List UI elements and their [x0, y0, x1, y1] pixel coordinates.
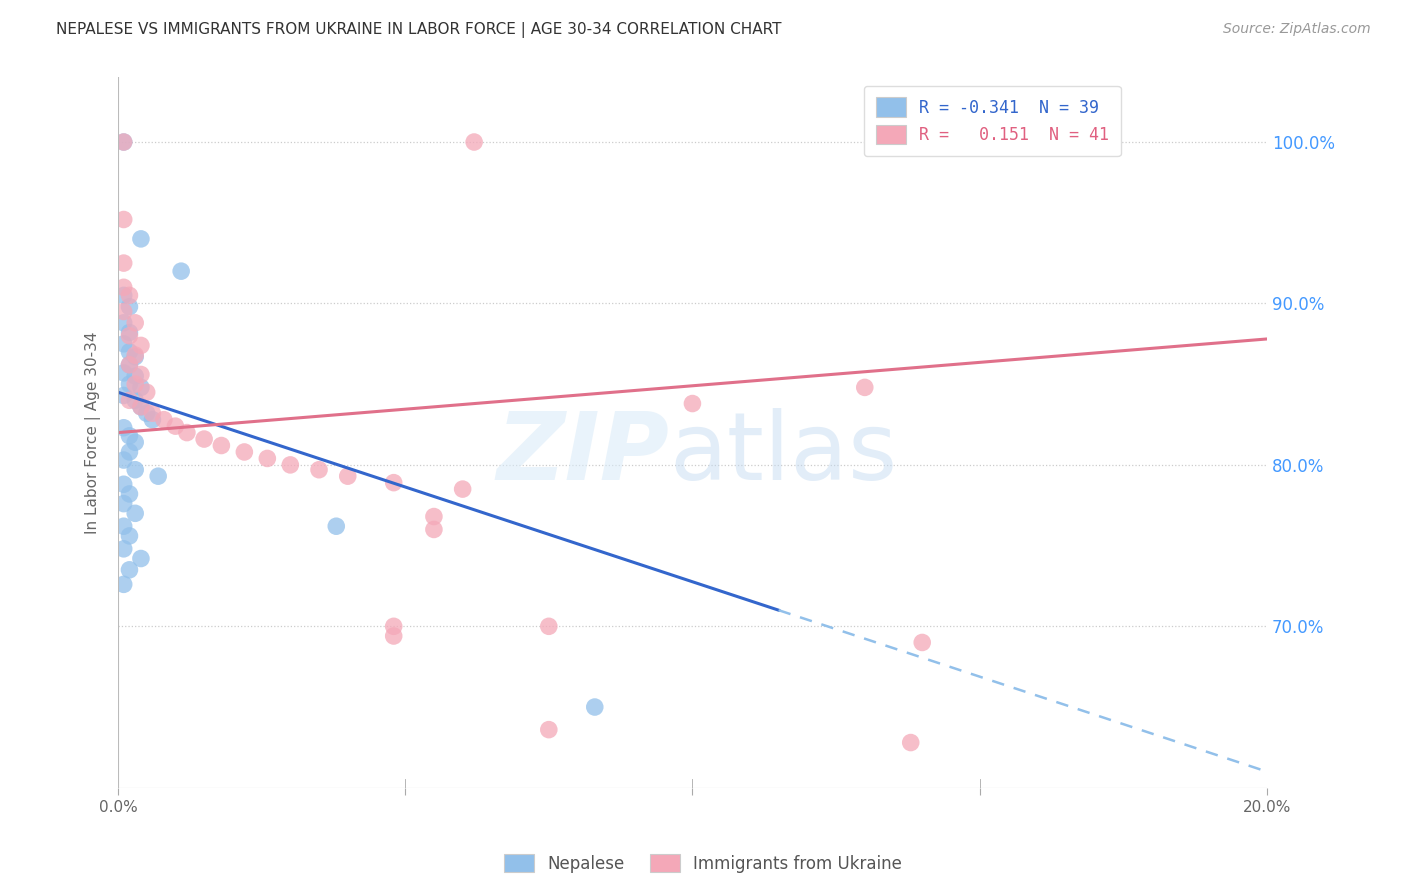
Point: [256, 451, 278, 466]
Point: [129, 232, 152, 246]
Point: [112, 421, 135, 435]
Point: [233, 445, 256, 459]
Point: [124, 377, 146, 392]
Point: [148, 469, 170, 483]
Point: [124, 348, 146, 362]
Point: [308, 463, 330, 477]
Point: [118, 344, 141, 359]
Point: [112, 212, 135, 227]
Point: [118, 487, 141, 501]
Point: [112, 477, 135, 491]
Point: [118, 300, 141, 314]
Point: [129, 380, 152, 394]
Legend: Nepalese, Immigrants from Ukraine: Nepalese, Immigrants from Ukraine: [498, 847, 908, 880]
Point: [681, 396, 703, 410]
Point: [118, 445, 141, 459]
Point: [124, 393, 146, 408]
Y-axis label: In Labor Force | Age 30-34: In Labor Force | Age 30-34: [86, 331, 101, 533]
Point: [124, 506, 146, 520]
Point: [118, 288, 141, 302]
Point: [135, 385, 157, 400]
Point: [1054, 135, 1077, 149]
Point: [911, 635, 934, 649]
Point: [129, 368, 152, 382]
Point: [118, 358, 141, 372]
Text: atlas: atlas: [669, 408, 897, 500]
Point: [112, 366, 135, 380]
Point: [118, 358, 141, 372]
Point: [423, 509, 446, 524]
Point: [382, 629, 405, 643]
Point: [112, 304, 135, 318]
Point: [537, 619, 560, 633]
Point: [336, 469, 359, 483]
Point: [193, 432, 215, 446]
Point: [112, 453, 135, 467]
Point: [537, 723, 560, 737]
Point: [129, 400, 152, 414]
Point: [112, 577, 135, 591]
Point: [278, 458, 301, 472]
Point: [176, 425, 198, 440]
Point: [112, 388, 135, 402]
Point: [118, 563, 141, 577]
Point: [153, 412, 176, 426]
Point: [141, 406, 163, 420]
Point: [451, 482, 474, 496]
Point: [118, 393, 141, 408]
Point: [112, 336, 135, 351]
Point: [382, 619, 405, 633]
Point: [423, 523, 446, 537]
Point: [583, 700, 606, 714]
Point: [135, 406, 157, 420]
Text: Source: ZipAtlas.com: Source: ZipAtlas.com: [1223, 22, 1371, 37]
Point: [165, 419, 187, 434]
Point: [124, 463, 146, 477]
Point: [382, 475, 405, 490]
Point: [112, 541, 135, 556]
Point: [124, 316, 146, 330]
Point: [124, 350, 146, 364]
Point: [170, 264, 193, 278]
Point: [112, 316, 135, 330]
Point: [141, 412, 163, 426]
Point: [209, 438, 232, 452]
Point: [124, 435, 146, 450]
Point: [118, 529, 141, 543]
Point: [112, 256, 135, 270]
Point: [129, 400, 152, 414]
Point: [112, 280, 135, 294]
Point: [325, 519, 347, 533]
Point: [129, 338, 152, 352]
Text: NEPALESE VS IMMIGRANTS FROM UKRAINE IN LABOR FORCE | AGE 30-34 CORRELATION CHART: NEPALESE VS IMMIGRANTS FROM UKRAINE IN L…: [56, 22, 782, 38]
Point: [112, 135, 135, 149]
Legend: R = -0.341  N = 39, R =   0.151  N = 41: R = -0.341 N = 39, R = 0.151 N = 41: [865, 86, 1121, 156]
Point: [853, 380, 876, 394]
Point: [118, 326, 141, 340]
Point: [463, 135, 485, 149]
Point: [112, 497, 135, 511]
Point: [118, 429, 141, 443]
Point: [112, 519, 135, 533]
Point: [900, 735, 922, 749]
Point: [124, 369, 146, 384]
Point: [118, 328, 141, 343]
Point: [118, 377, 141, 392]
Point: [112, 135, 135, 149]
Point: [112, 288, 135, 302]
Text: ZIP: ZIP: [496, 408, 669, 500]
Point: [129, 551, 152, 566]
